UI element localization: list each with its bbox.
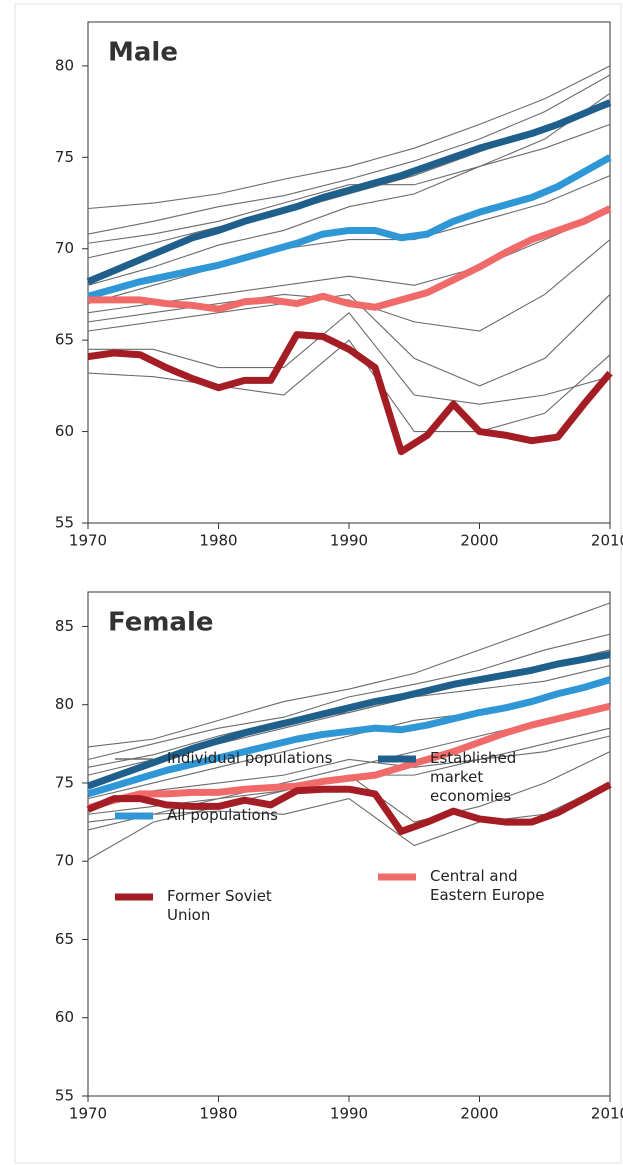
plot-frame xyxy=(87,21,611,524)
legend-label: Individual populations xyxy=(167,749,333,767)
individual-line xyxy=(87,602,611,748)
y-tick-label: 80 xyxy=(55,56,74,74)
x-tick-label: 1980 xyxy=(199,532,237,550)
y-tick-label: 85 xyxy=(55,617,74,635)
individual-line xyxy=(87,175,611,305)
x-tick-label: 2010 xyxy=(591,532,623,550)
panel-title: Female xyxy=(108,608,214,638)
legend-label: Former Soviet Union xyxy=(167,887,272,924)
y-tick-label: 75 xyxy=(55,148,74,166)
series-line xyxy=(87,154,612,300)
series-line xyxy=(86,781,612,835)
individual-line xyxy=(87,239,611,332)
x-tick-label: 1970 xyxy=(69,532,107,550)
individual-line xyxy=(87,293,611,387)
y-tick-label: 55 xyxy=(55,1087,74,1105)
series-line xyxy=(88,205,612,313)
series-line xyxy=(86,702,611,812)
y-tick-label: 60 xyxy=(55,422,74,440)
x-tick-label: 2010 xyxy=(591,1105,623,1123)
individual-line xyxy=(87,339,611,433)
y-tick-label: 65 xyxy=(55,331,74,349)
individual-line xyxy=(87,65,611,210)
panel-title: Male xyxy=(108,38,178,68)
y-tick-label: 70 xyxy=(55,239,74,257)
y-tick-label: 70 xyxy=(55,852,74,870)
individual-line xyxy=(87,74,611,235)
individual-line xyxy=(87,633,611,761)
y-tick-label: 60 xyxy=(55,1008,74,1026)
individual-line xyxy=(88,311,611,405)
legend-label: Established market economies xyxy=(430,749,517,805)
series-line xyxy=(86,676,612,798)
y-tick-label: 75 xyxy=(55,773,74,791)
series-line xyxy=(87,331,613,456)
x-tick-label: 1990 xyxy=(330,1105,368,1123)
y-tick-label: 65 xyxy=(55,930,74,948)
individual-line xyxy=(87,123,611,286)
y-tick-label: 80 xyxy=(55,695,74,713)
y-tick-label: 55 xyxy=(55,514,74,532)
individual-line xyxy=(87,735,611,807)
x-tick-label: 1980 xyxy=(199,1105,237,1123)
series-line xyxy=(86,651,611,790)
x-tick-label: 2000 xyxy=(460,532,498,550)
individual-line xyxy=(87,92,611,244)
legend-label: All populations xyxy=(167,806,278,824)
individual-line xyxy=(87,782,611,847)
x-tick-label: 1970 xyxy=(69,1105,107,1123)
individual-line xyxy=(87,665,611,768)
frame xyxy=(14,3,622,1164)
x-tick-label: 2000 xyxy=(460,1105,498,1123)
legend-label: Central and Eastern Europe xyxy=(430,867,545,904)
series-line xyxy=(86,99,612,285)
individual-line xyxy=(87,105,611,259)
x-tick-label: 1990 xyxy=(330,532,368,550)
individual-line xyxy=(87,211,611,314)
